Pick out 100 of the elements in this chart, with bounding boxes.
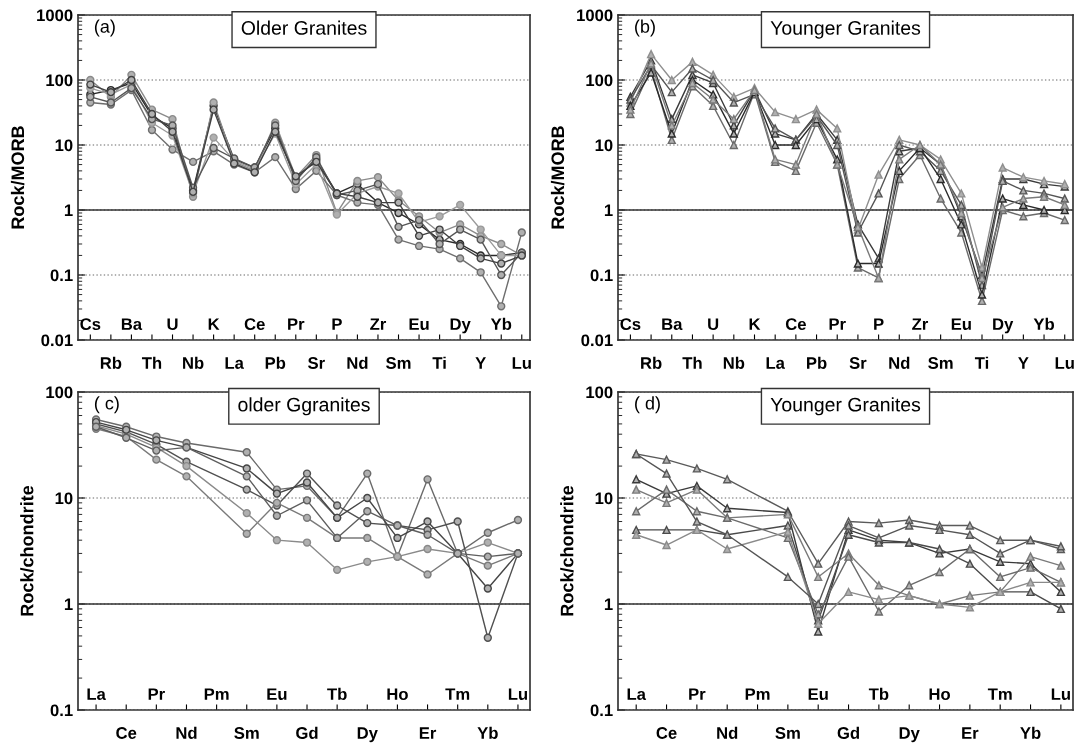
x-tick-label: La [87,688,106,701]
x-tick-label: Ho [387,688,408,701]
x-tick-label: Rb [641,356,662,369]
x-tick-label: Nd [176,726,197,739]
y-tick-label: 10 [595,139,613,152]
x-tick-label: Pr [148,688,165,700]
annotation: ( c) [94,396,119,414]
x-tick-label: Er [962,727,979,739]
x-tick-label: Ce [116,727,137,739]
x-tick-label: Pr [689,688,706,700]
x-tick-label: Lu [512,357,531,369]
x-tick-label: Nb [723,356,745,369]
x-tick-label: Pb [807,356,827,369]
y-tick-label: 0.1 [50,269,73,282]
x-tick-label: Sm [234,727,259,739]
x-tick-label: Tb [327,687,347,701]
x-tick-label: Sr [849,357,867,369]
y-tick-label: 0.01 [581,334,613,347]
x-tick-label: Ba [662,318,683,331]
x-tick-label: La [627,688,647,701]
x-tick-label: Dy [357,727,378,743]
x-tick-label: Th [682,356,702,369]
y-tick-label: 100 [586,386,613,399]
x-tick-label: Yb [1020,726,1041,739]
x-tick-label: Pr [288,318,305,330]
x-tick-label: Lu [1055,357,1074,369]
y-tick-label: 100 [46,386,73,399]
y-tick-label: 1 [604,598,613,611]
x-tick-label: La [766,357,786,369]
x-tick-label: Y [475,357,486,369]
x-tick-label: Er [419,727,437,739]
x-tick-label: Sm [928,357,953,369]
x-tick-label: Rb [100,356,122,369]
x-tick-label: Yb [477,726,498,739]
x-tick-label: Gd [837,726,860,739]
x-tick-label: Lu [508,688,528,701]
y-tick-label: 1000 [37,9,73,22]
y-tick-label: 100 [586,74,613,87]
y-tick-label: 0.1 [590,269,613,282]
chart-title: older Ggranites [238,397,370,416]
chart-title: Younger Granites [770,20,921,39]
x-tick-label: Ce [785,318,806,331]
y-tick-label: 0.1 [50,704,73,717]
x-tick-label: Y [1018,357,1029,369]
x-tick-label: Tm [987,688,1012,700]
y-tick-label: 1 [604,204,613,217]
annotation: (b) [635,19,655,37]
x-tick-label: Tm [445,688,470,700]
x-tick-label: Ce [244,318,265,331]
y-tick-label: 10 [55,492,73,505]
x-tick-label: Pm [204,688,229,700]
chart-title: Older Granites [241,20,367,35]
x-tick-label: Ce [656,727,677,739]
x-tick-label: Ti [432,356,446,369]
y-axis-title: Rock/MORB [10,126,25,229]
x-tick-label: Eu [808,688,828,701]
x-tick-label: Nd [347,356,368,369]
x-tick-label: Cs [620,318,641,331]
x-tick-label: Eu [267,688,287,701]
x-tick-label: Lu [1051,688,1070,701]
y-tick-label: 10 [55,139,73,152]
x-tick-label: Pm [745,688,770,700]
chart-title: Younger Granites [770,397,921,416]
x-tick-label: Cs [80,318,101,331]
y-tick-label: 0.01 [41,334,73,347]
x-tick-label: K [749,318,761,330]
x-tick-label: Dy [450,318,471,334]
x-tick-label: Zr [912,318,929,330]
y-tick-label: 10 [595,492,613,505]
x-tick-label: K [208,318,220,330]
x-tick-label: Dy [993,318,1014,334]
x-tick-label: Dy [899,727,920,743]
x-tick-label: Yb [1033,317,1055,331]
x-tick-label: P [332,318,342,330]
x-tick-label: Sm [775,727,800,739]
y-tick-label: 1 [64,204,73,217]
x-tick-label: Ti [974,356,989,369]
x-tick-label: La [225,357,244,369]
x-tick-label: U [167,318,178,331]
x-tick-label: P [874,318,884,330]
annotation: (a) [94,19,115,37]
x-tick-label: Nd [889,356,910,369]
y-tick-label: 0.1 [590,704,613,717]
x-tick-label: Sm [386,357,411,369]
x-tick-label: Ho [929,688,950,701]
y-axis-title: Rock/chondrite [20,485,34,616]
x-tick-label: Nd [717,726,738,739]
annotation: ( d) [635,396,660,414]
x-tick-label: Yb [490,317,512,331]
y-axis-title: Rock/MORB [550,126,565,229]
y-tick-label: 100 [46,74,73,87]
x-tick-label: Tb [868,687,889,701]
x-tick-label: Sr [308,357,325,369]
x-tick-label: Gd [296,726,318,739]
x-tick-label: Eu [951,318,971,331]
x-tick-label: Zr [370,318,387,330]
x-tick-label: U [708,318,719,331]
x-tick-label: Th [141,356,162,369]
x-tick-label: Ba [121,318,143,331]
y-tick-label: 1 [64,598,73,611]
